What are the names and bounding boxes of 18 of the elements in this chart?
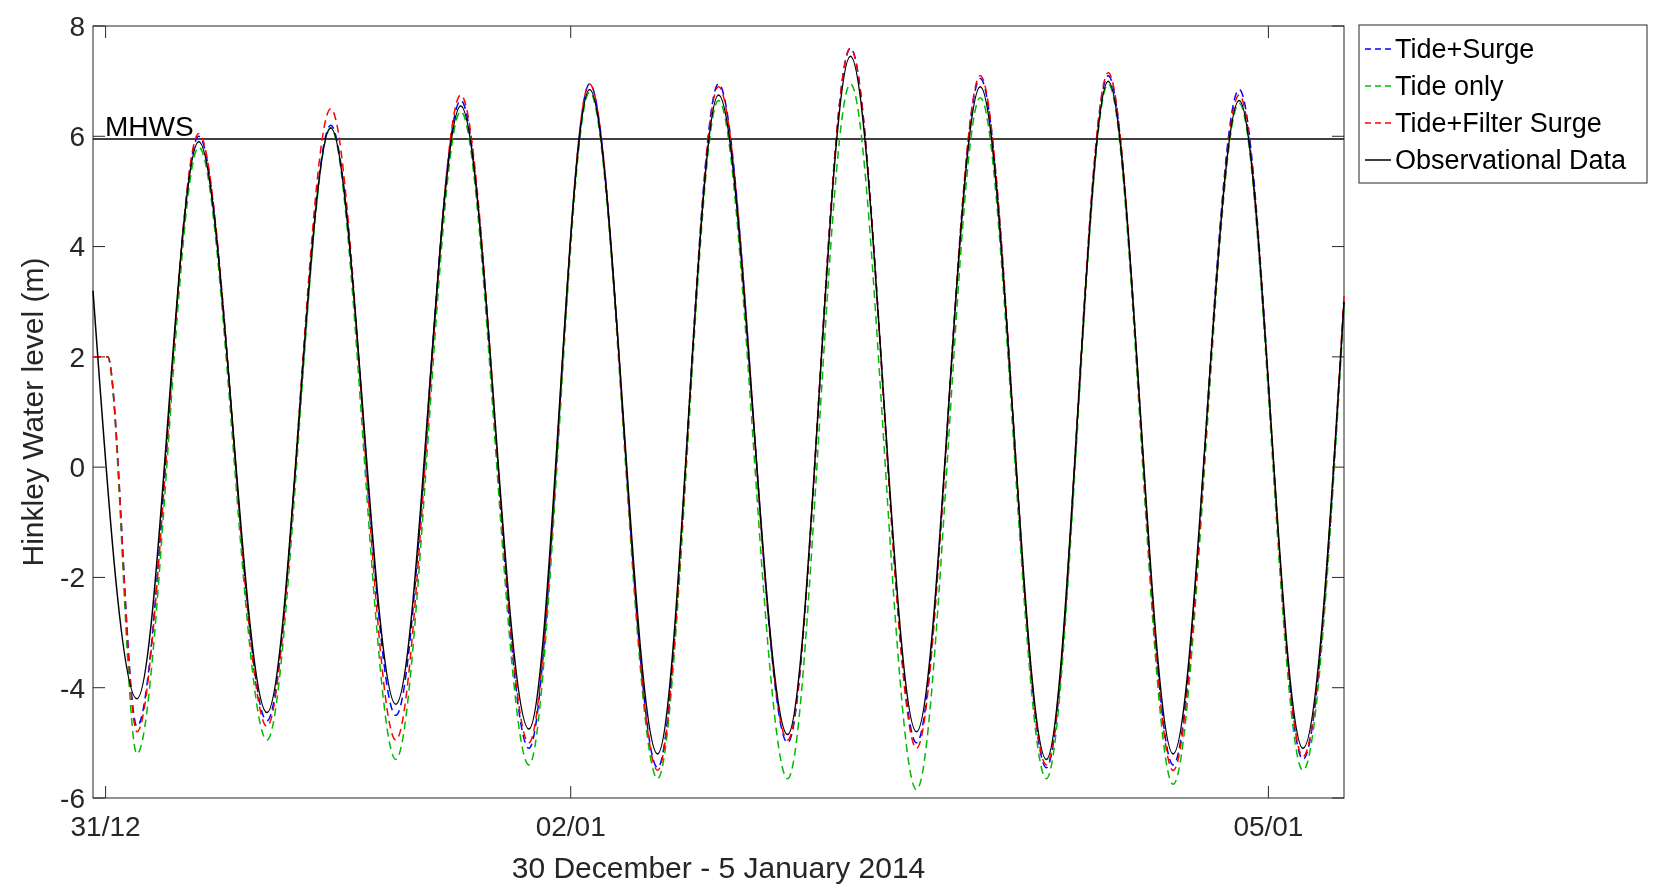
y-tick-label: 8: [69, 10, 85, 42]
x-tick-label: 02/01: [535, 811, 606, 842]
legend-label: Tide+Filter Surge: [1395, 108, 1602, 139]
y-tick-label: -2: [60, 562, 85, 594]
x-axis-title: 30 December - 5 January 2014: [511, 851, 926, 884]
y-axis-title: Hinkley Water level (m): [16, 257, 49, 567]
y-tick-label: 2: [69, 341, 85, 373]
y-tick-label: -4: [60, 672, 85, 704]
legend-label: Tide+Surge: [1395, 34, 1535, 65]
y-tick-label: 6: [69, 121, 85, 153]
ref-line-label: MHWS: [105, 111, 194, 143]
y-tick-label: -6: [60, 782, 85, 814]
x-tick-label: 05/01: [1233, 811, 1304, 842]
legend-label: Observational Data: [1395, 145, 1628, 176]
y-tick-label: 4: [69, 231, 85, 263]
legend-label: Tide only: [1395, 71, 1505, 102]
x-tick-label: 31/12: [70, 811, 141, 842]
y-tick-label: 0: [69, 451, 85, 483]
